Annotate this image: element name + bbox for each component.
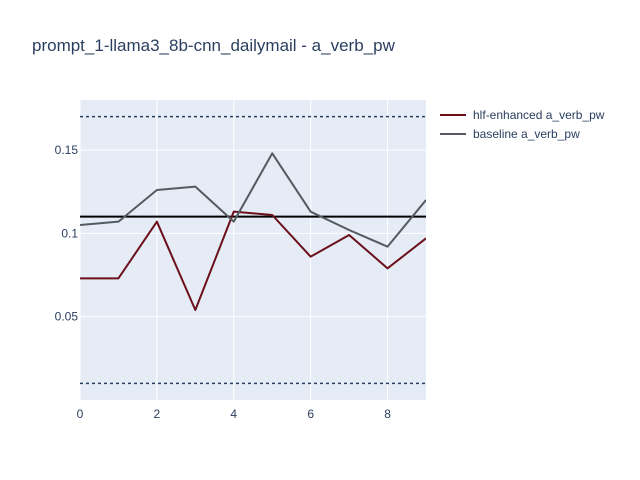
x-tick-label: 0	[77, 407, 84, 421]
series-line-hlf-enhanced	[80, 210, 426, 311]
x-tick-label: 8	[384, 407, 391, 421]
legend-label: baseline a_verb_pw	[473, 127, 580, 141]
x-tick-label: 4	[230, 407, 237, 421]
x-tick-label: 6	[307, 407, 314, 421]
y-tick-label: 0.1	[61, 226, 78, 240]
plot-area: 0 2 4 6 8 0.05 0.1 0.15	[55, 100, 426, 421]
series-line-baseline	[80, 152, 426, 248]
y-tick-label: 0.15	[55, 143, 79, 157]
y-tick-label: 0.05	[55, 310, 79, 324]
legend: hlf-enhanced a_verb_pw baseline a_verb_pw	[440, 108, 605, 141]
chart-title: prompt_1-llama3_8b-cnn_dailymail - a_ver…	[32, 36, 396, 55]
plot-background	[80, 100, 426, 400]
legend-label: hlf-enhanced a_verb_pw	[473, 108, 605, 122]
x-tick-label: 2	[154, 407, 161, 421]
legend-item[interactable]: baseline a_verb_pw	[440, 127, 580, 141]
legend-item[interactable]: hlf-enhanced a_verb_pw	[440, 108, 605, 122]
